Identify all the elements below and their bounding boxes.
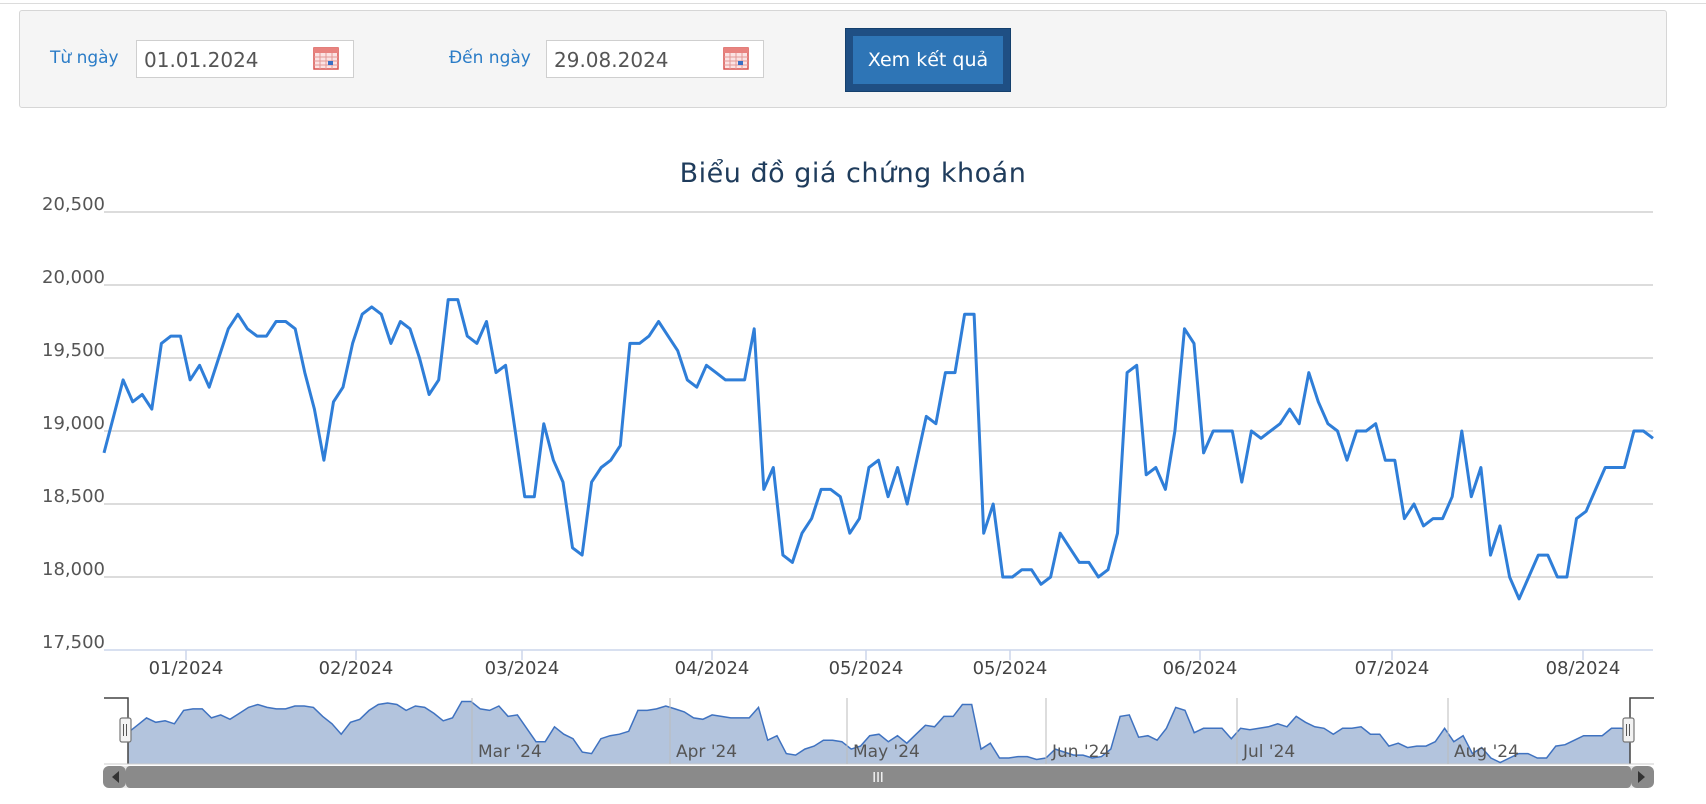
navigator: Mar '24 Apr '24 May '24 Jun '24 Jul '24 Aug '… <box>104 697 1654 765</box>
grip-handle-icon[interactable] <box>119 717 132 743</box>
navigator-label: Apr '24 <box>676 742 737 762</box>
grip-handle-icon[interactable] <box>1622 717 1635 743</box>
x-tick-label: 07/2024 <box>1355 658 1430 679</box>
view-results-button[interactable]: Xem kết quả <box>845 28 1011 92</box>
y-tick-label: 19,000 <box>42 413 105 434</box>
navigator-label: Aug '24 <box>1454 742 1519 762</box>
x-tick-label: 05/2024 <box>973 658 1048 679</box>
x-axis: 01/2024 02/2024 03/2024 04/2024 05/2024 05/20… <box>104 649 1653 679</box>
x-tick-label: 05/2024 <box>829 658 904 679</box>
x-tick-label: 06/2024 <box>1163 658 1238 679</box>
from-date-value: 01.01.2024 <box>144 48 259 72</box>
right-handle-box[interactable] <box>1622 717 1635 743</box>
navigator-label: May '24 <box>853 742 920 762</box>
y-axis-ticks: 17,500 18,000 18,500 19,000 19,500 20,000 20,5… <box>42 194 105 653</box>
calendar-icon[interactable] <box>313 46 339 70</box>
x-tick-label: 04/2024 <box>675 658 750 679</box>
top-divider <box>0 3 1706 4</box>
view-results-label: Xem kết quả <box>853 36 1003 84</box>
from-date-input[interactable]: 01.01.2024 <box>136 40 354 78</box>
navigator-area <box>128 701 1630 764</box>
y-tick-label: 18,000 <box>42 559 105 580</box>
chart-title: Biểu đồ giá chứng khoán <box>679 158 1027 189</box>
y-tick-label: 17,500 <box>42 632 105 653</box>
scrollbar[interactable]: III <box>103 766 1654 788</box>
navigator-line <box>127 700 1631 764</box>
price-line <box>102 298 1654 601</box>
to-date-value: 29.08.2024 <box>554 48 669 72</box>
arrow-right-icon[interactable] <box>1638 771 1645 783</box>
y-tick-label: 20,500 <box>42 194 105 215</box>
x-tick-label: 02/2024 <box>319 658 394 679</box>
y-tick-label: 18,500 <box>42 486 105 507</box>
calendar-icon[interactable] <box>723 46 749 70</box>
to-date-label: Đến ngày <box>449 48 531 68</box>
scrollbar-grip-icon[interactable]: III <box>872 771 884 786</box>
to-date-input[interactable]: 29.08.2024 <box>546 40 764 78</box>
x-tick-label: 08/2024 <box>1546 658 1621 679</box>
y-tick-label: 20,000 <box>42 267 105 288</box>
navigator-label: Mar '24 <box>478 742 542 762</box>
price-series <box>102 298 1654 601</box>
y-tick-label: 19,500 <box>42 340 105 361</box>
x-tick-label: 01/2024 <box>149 658 224 679</box>
scrollbar-thumb[interactable] <box>126 766 1631 788</box>
arrow-left-icon[interactable] <box>112 771 119 783</box>
left-handle-box[interactable] <box>119 717 132 743</box>
grid-lines <box>104 211 1653 578</box>
navigator-label: Jul '24 <box>1242 742 1295 762</box>
x-tick-label: 03/2024 <box>485 658 560 679</box>
navigator-label: Jun '24 <box>1051 742 1110 762</box>
from-date-label: Từ ngày <box>50 48 119 68</box>
